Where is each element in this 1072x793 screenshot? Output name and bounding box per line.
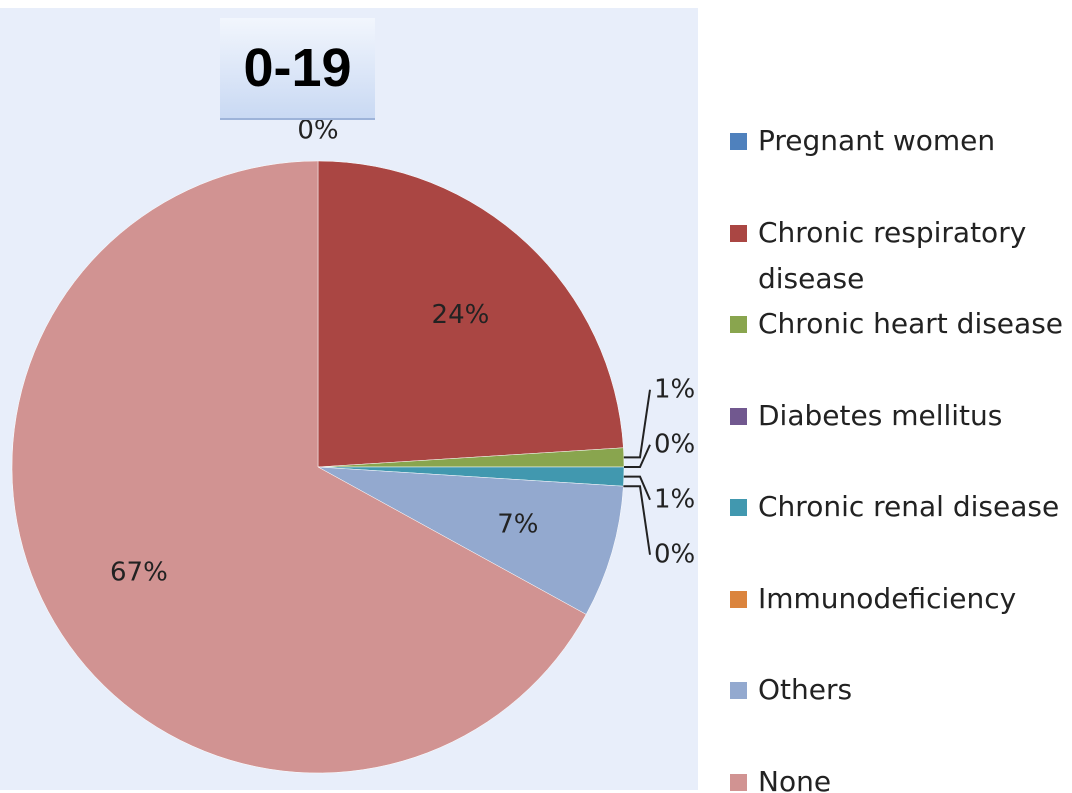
legend-item: Pregnant women xyxy=(728,118,1068,164)
legend-label: Chronic renal disease xyxy=(758,490,1060,523)
legend-label: None xyxy=(758,764,832,793)
legend-item: Chronic renal disease xyxy=(728,484,1068,530)
legend-item: None xyxy=(728,759,1068,793)
legend-swatch xyxy=(730,133,747,150)
data-label: 1% xyxy=(654,374,695,404)
leader-line xyxy=(623,389,651,459)
data-label: 0% xyxy=(297,116,338,146)
legend-swatch xyxy=(730,682,747,699)
legend-label: Diabetes mellitus xyxy=(758,398,1003,432)
data-label: 1% xyxy=(654,484,695,514)
leader-line xyxy=(623,485,651,555)
pie-slice xyxy=(317,160,624,468)
data-label: 0% xyxy=(654,429,695,459)
legend-label: Chronic heart disease xyxy=(758,307,1064,340)
legend-label: Pregnant women xyxy=(758,124,996,157)
legend-item: Immunodeficiency xyxy=(728,576,1068,622)
legend-swatch xyxy=(730,590,747,608)
leader-line xyxy=(624,444,651,468)
legend-swatch xyxy=(730,499,747,516)
legend-item: Chronic respiratory disease xyxy=(728,210,1068,302)
leader-line xyxy=(623,475,651,501)
legend-swatch xyxy=(730,316,747,333)
legend-swatch xyxy=(730,224,747,242)
legend-swatch xyxy=(730,773,747,791)
legend-swatch xyxy=(730,407,747,425)
legend-item: Diabetes mellitus xyxy=(728,393,1068,439)
legend-item: Others xyxy=(728,667,1068,713)
pie xyxy=(11,160,625,774)
legend-item: Chronic heart disease xyxy=(728,301,1068,347)
data-label: 67% xyxy=(110,557,168,587)
data-labels: 24% 7% 67% 0% 1% 0% 1% 0% xyxy=(110,116,695,588)
pie-slice xyxy=(11,160,587,774)
data-label: 7% xyxy=(497,510,538,540)
legend-label: Immunodeficiency xyxy=(758,581,1017,615)
data-label: 24% xyxy=(432,300,490,330)
pie-slice xyxy=(317,466,624,615)
data-label: 0% xyxy=(654,539,695,569)
legend-label: Others xyxy=(758,673,853,706)
legend-label: Chronic respiratory disease xyxy=(758,215,1027,295)
chart-title: 0-19 xyxy=(220,18,375,120)
